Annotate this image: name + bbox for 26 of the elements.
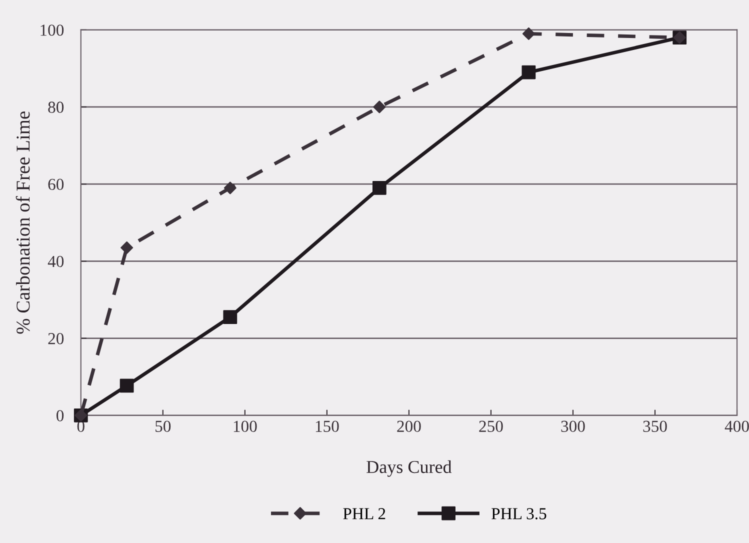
x-tick-label: 50 [156,420,171,432]
point [120,241,134,254]
x-tick-label: 100 [234,420,257,432]
x-tick-label: 200 [397,420,421,432]
point [372,180,386,195]
x-tick-label: 300 [561,420,585,432]
point [223,310,238,324]
point [522,65,536,80]
y-tick-label: 20 [48,332,64,344]
y-tick-label: 100 [40,24,64,36]
legend-label: PHL 3.5 [492,508,546,520]
x-tick-label: 250 [479,420,503,432]
x-tick-label: 150 [316,420,339,432]
x-axis-title: Days Cured [366,460,452,477]
point [120,378,134,393]
point [373,100,386,114]
x-tick-label: 350 [643,420,667,432]
y-tick-label: 0 [56,410,64,422]
y-axis-title: % Carbonation of Free Lime [16,112,30,334]
point [522,27,535,40]
point [224,182,236,194]
y-tick-label: 40 [48,256,64,268]
x-tick-label: 400 [724,420,749,432]
legend-label: PHL 2 [343,508,386,520]
y-tick-label: 80 [48,102,64,113]
y-tick-label: 60 [48,178,64,190]
